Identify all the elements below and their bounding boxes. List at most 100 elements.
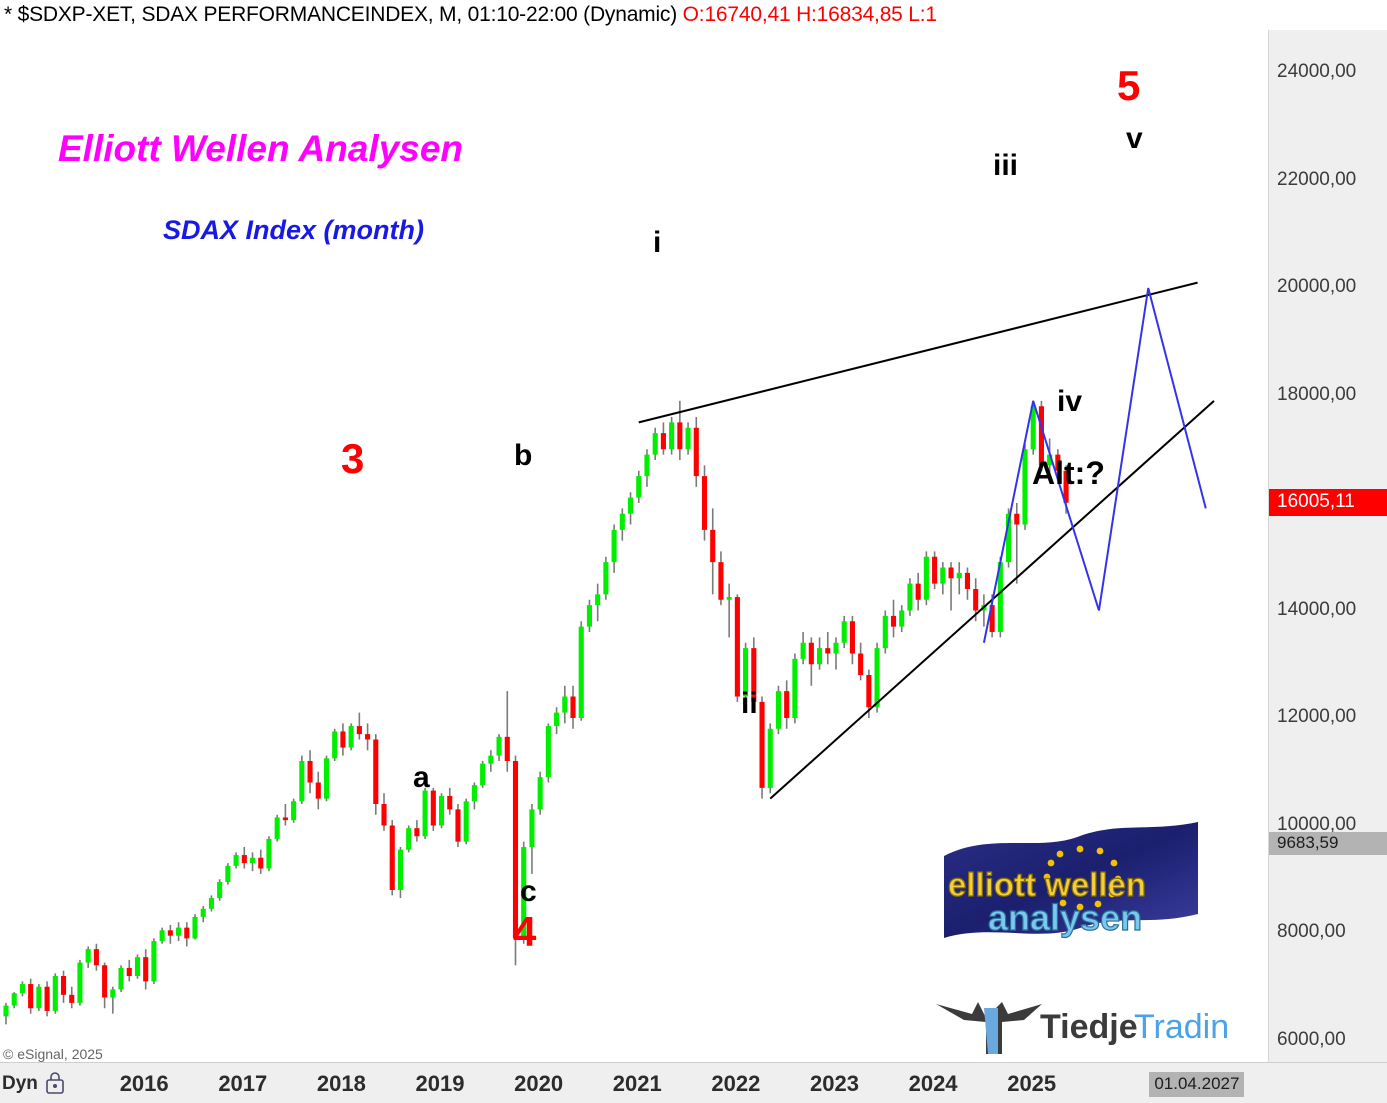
candle-body [833,642,839,654]
price-tick-label: 10000,00 [1277,813,1357,835]
candle-body [562,696,568,713]
candle-body [44,986,50,1011]
candle-body [677,422,683,450]
logo-text-analysen: analysen [988,897,1142,938]
year-tick-label: 2025 [1007,1071,1057,1096]
bull-accent-shape [984,1008,998,1054]
year-tick-label: 2023 [809,1071,859,1096]
tiedje-trading-logo: Tiedje Trading [928,992,1248,1060]
year-tick-label: 2021 [612,1071,662,1096]
candle-body [307,761,313,783]
candle-body [701,476,708,530]
quote-header-text: * $SDXP-XET, SDAX PERFORMANCEINDEX, M, 0… [4,3,937,27]
candle-body [734,597,740,697]
year-tick-label: 2022 [711,1071,761,1096]
candle-body [291,801,297,821]
candle-body [545,726,551,778]
eu-stars [1043,845,1122,911]
candle-body [389,825,395,890]
wave-label-iii: iii [993,149,1019,182]
wave-label-4: 4 [513,908,537,955]
candle-body [463,801,469,842]
headline-elliott-wellen-analysen: Elliott Wellen Analysen [58,128,464,169]
candle-body [266,838,272,869]
candle-body [882,615,888,649]
candle-body [430,790,436,826]
candle-body [381,804,387,826]
candle-body [126,967,132,976]
candle-body [718,562,724,600]
candle-body [693,427,699,477]
price-tick-label: 14000,00 [1277,598,1357,620]
candle-body [299,761,305,802]
candle-body [586,605,593,627]
candle-body [480,763,486,786]
candle-body [570,696,576,718]
candle-body [915,583,921,600]
candle-body [759,701,765,788]
candle-body [143,957,149,982]
candle-body [932,556,938,584]
price-tick-label: 20000,00 [1277,276,1357,297]
wave-projection [982,287,1207,643]
candle-body [102,965,108,998]
time-axis[interactable]: Dyn 2016 2017 2018 2019 2020 2021 2022 2023 2024… [0,1062,1387,1103]
candle-body [282,817,288,821]
candle-body [989,605,995,632]
dyn-label: Dyn [2,1073,38,1094]
candle-body [1047,454,1053,466]
candle-body [208,898,214,909]
logo-text-trading: Trading [1134,1008,1228,1046]
candle-body [28,984,34,1009]
price-tick-label: 8000,00 [1277,921,1346,942]
candle-body [258,857,264,869]
candle-body [899,610,905,627]
candle-body [397,849,403,890]
candle-body [537,777,543,810]
lock-icon[interactable] [44,1071,66,1095]
candle-body [1006,513,1012,563]
candle-body [1014,513,1020,525]
candle-body [249,857,256,864]
trendline-overlays [638,281,1215,800]
wave-label-alt: Alt:? [1032,455,1105,491]
candle-body [710,529,716,563]
wave-label-c: c [520,875,537,908]
candle-body [225,865,231,882]
candle-body [217,881,223,899]
candle-body [767,728,773,788]
candle-body [36,986,42,1009]
candle-body [110,989,116,998]
candle-body [627,497,634,514]
candle-body [825,648,831,654]
candle-body [512,761,519,939]
candle-body [874,648,880,708]
year-tick-label: 2017 [218,1071,268,1096]
candle-body [751,648,757,702]
candle-body [619,513,625,530]
candle-body [956,572,962,579]
upper-trendline [638,281,1198,424]
price-axis[interactable]: 24000,00 22000,00 20000,00 18000,00 14000,00… [1268,30,1387,1062]
candle-body [611,529,617,563]
candle-body [743,648,749,697]
candle-body [997,562,1003,632]
subtitle-sdax-index: SDAX Index (month) [163,215,424,245]
ohlc-values-text: O:16740,41 H:16834,85 L:1 [682,3,937,26]
chart-plot-area[interactable]: Elliott Wellen Analysen SDAX Index (mont… [0,30,1268,1062]
candle-body [348,726,354,748]
candle-body [866,675,872,708]
candle-body [521,847,527,939]
wave-label-v: v [1126,122,1143,155]
previous-close-label: 9683,59 [1269,831,1387,855]
candle-body [471,785,477,802]
candle-body [726,597,732,600]
elliott-wellen-analysen-logo: elliott wellen analysen [930,818,1220,948]
candle-body [233,855,239,866]
wave-label-3: 3 [341,435,365,482]
candle-body [923,556,929,600]
candle-body [775,691,782,729]
candle-body [529,809,535,847]
candle-body [151,941,157,982]
candle-body [60,976,67,995]
